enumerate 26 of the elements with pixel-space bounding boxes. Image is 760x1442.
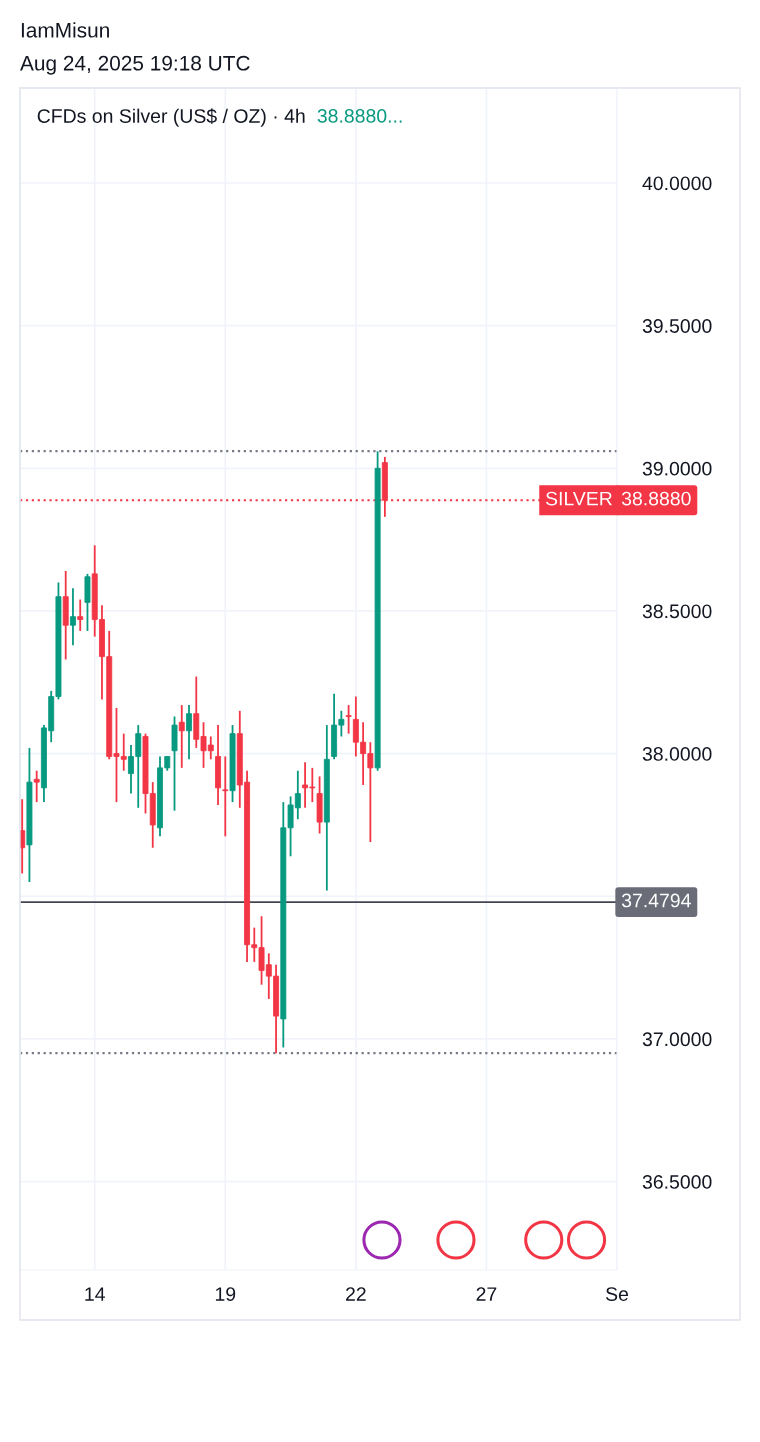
x-tick-label: 22 bbox=[346, 1287, 366, 1301]
candlestick bbox=[345, 704, 352, 735]
candlestick bbox=[69, 587, 76, 647]
y-tick-label: 36.5000 bbox=[642, 1175, 712, 1189]
y-tick-label: 38.5000 bbox=[642, 604, 712, 619]
y-tick-label: 38.0000 bbox=[642, 747, 712, 761]
candlestick bbox=[77, 598, 84, 632]
candlestick bbox=[178, 704, 185, 769]
x-tick-label: 27 bbox=[476, 1287, 497, 1301]
candlestick bbox=[33, 769, 40, 804]
x-tick-label: Se bbox=[605, 1287, 629, 1301]
y-tick-label: 37.0000 bbox=[642, 1032, 712, 1047]
candlestick bbox=[186, 704, 192, 761]
ref-line-label: SILVER bbox=[545, 491, 612, 506]
text: CFDs on Silver (US$ / OZ) · 4h bbox=[37, 108, 305, 127]
text: Aug 24, 2025 19:18 UTC bbox=[20, 55, 250, 75]
text: 38.8880 bbox=[621, 491, 691, 506]
x-tick-label: 19 bbox=[215, 1287, 236, 1301]
x-tick-label: 14 bbox=[85, 1287, 105, 1301]
y-tick-label: 40.0000 bbox=[642, 176, 712, 191]
text: IamMisun bbox=[21, 22, 109, 38]
text: 38.8880... bbox=[317, 109, 402, 123]
y-tick-label: 39.5000 bbox=[642, 319, 712, 333]
ref-line-label: 37.4794 bbox=[621, 893, 691, 908]
y-tick-label: 39.0000 bbox=[642, 461, 712, 476]
candlestick bbox=[222, 755, 229, 838]
